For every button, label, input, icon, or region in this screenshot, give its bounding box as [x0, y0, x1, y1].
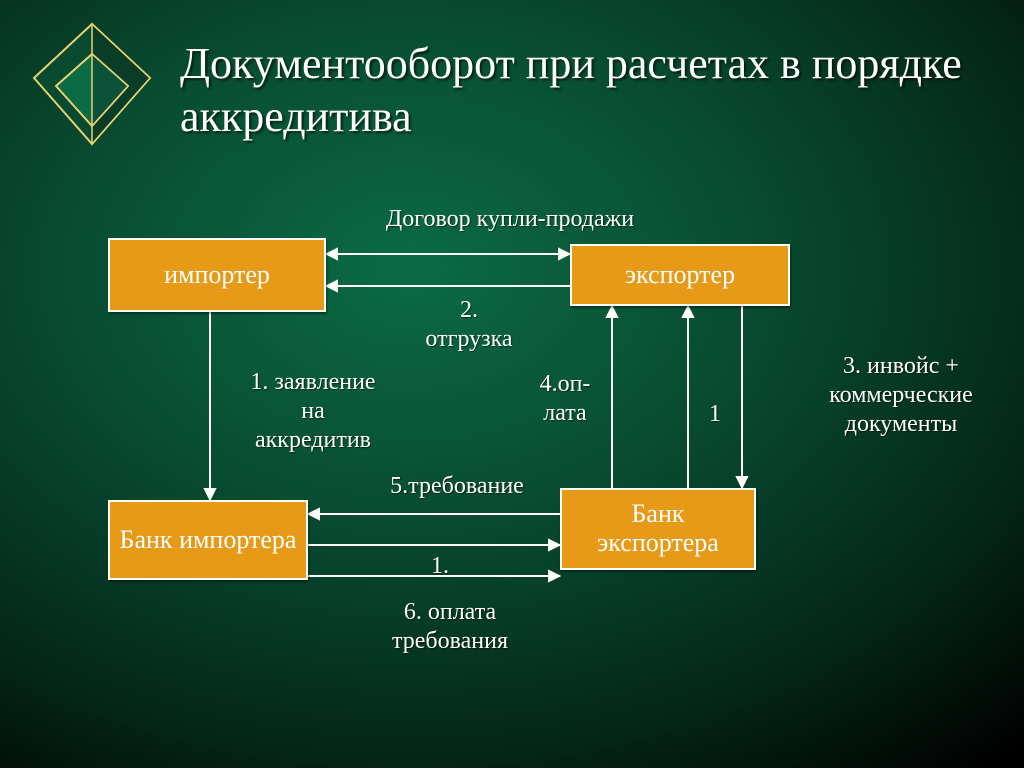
- flow-node-exporter: экспортер: [570, 244, 790, 306]
- edge-label-1: 2. отгрузка: [394, 296, 544, 354]
- edge-label-0: Договор купли-продажи: [350, 205, 670, 234]
- edge-label-5: 3. инвойс + коммерческие документы: [796, 352, 1006, 438]
- edge-label-2: 1. заявление на аккредитив: [218, 368, 408, 454]
- flow-node-bank_importer: Банк импортера: [108, 500, 308, 580]
- edge-label-3: 4.оп- лата: [510, 370, 620, 428]
- edge-label-7: 1.: [420, 552, 460, 581]
- flow-node-bank_exporter: Банк экспортера: [560, 488, 756, 570]
- slide-logo: [28, 18, 156, 153]
- slide: Документооборот при расчетах в порядке а…: [0, 0, 1024, 768]
- diamond-logo-icon: [28, 18, 156, 148]
- slide-title: Документооборот при расчетах в порядке а…: [180, 38, 980, 144]
- flow-node-importer: импортер: [108, 238, 326, 312]
- edge-label-4: 1: [700, 400, 730, 429]
- edge-label-8: 6. оплата требования: [350, 598, 550, 656]
- edge-label-6: 5.требование: [352, 472, 562, 501]
